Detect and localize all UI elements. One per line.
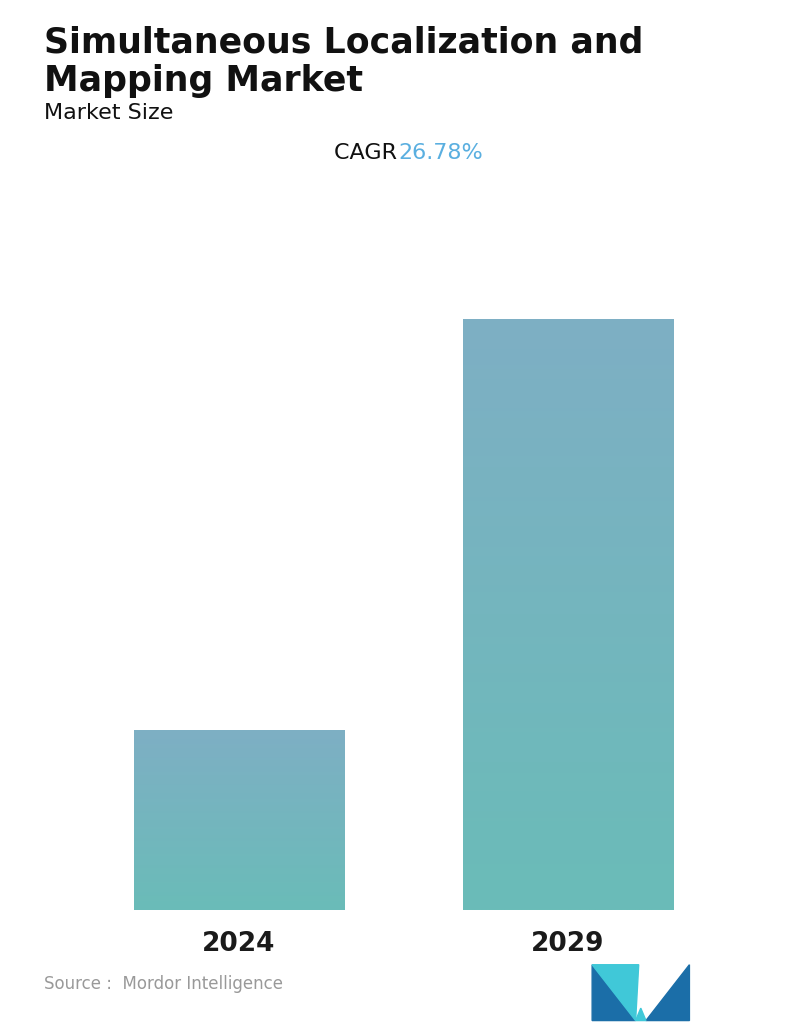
Text: CAGR: CAGR [334,143,404,162]
Text: 2029: 2029 [531,932,605,957]
Polygon shape [635,1008,646,1021]
Text: Source :  Mordor Intelligence: Source : Mordor Intelligence [44,975,283,993]
Text: 26.78%: 26.78% [398,143,482,162]
Text: Market Size: Market Size [44,103,174,123]
Text: Mapping Market: Mapping Market [44,64,363,98]
Polygon shape [646,965,689,1021]
Text: Simultaneous Localization and: Simultaneous Localization and [44,26,643,60]
Text: 2024: 2024 [202,932,275,957]
Polygon shape [592,965,638,1021]
Polygon shape [592,965,635,1021]
